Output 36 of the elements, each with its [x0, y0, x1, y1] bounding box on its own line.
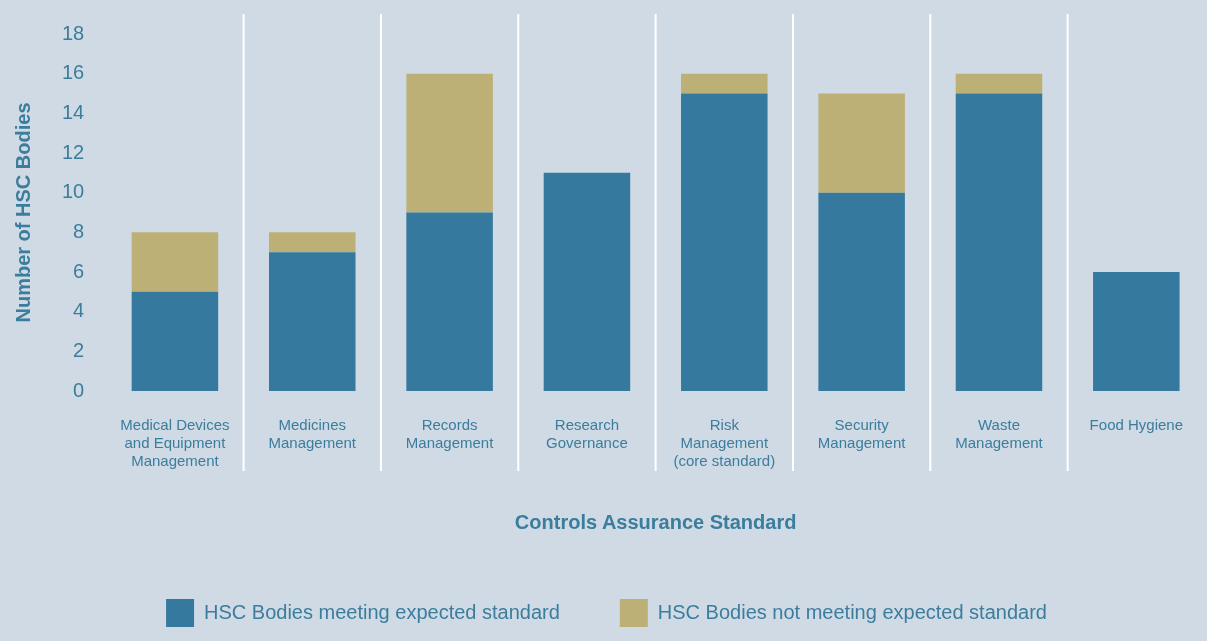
x-tick-label: Security Management	[817, 416, 907, 452]
x-tick-label: Records Management	[405, 416, 495, 452]
bar	[131, 291, 219, 391]
x-axis-title: Controls Assurance Standard	[514, 510, 797, 533]
y-axis-title: Number of HSC Bodies	[11, 102, 34, 323]
y-tick-label: 8	[73, 219, 85, 242]
bar	[1093, 272, 1180, 391]
bar	[131, 232, 219, 292]
bar	[681, 93, 768, 391]
bar	[269, 252, 356, 391]
bar	[818, 192, 905, 391]
x-tick-label: Medicines Management	[268, 416, 357, 452]
y-tick-label: 10	[62, 180, 85, 203]
bar	[955, 93, 1043, 391]
bar	[406, 212, 493, 391]
x-tick-label: Waste Management	[955, 416, 1044, 452]
y-tick-label: 18	[62, 21, 85, 44]
y-tick-label: 12	[62, 140, 85, 163]
y-tick-label: 16	[62, 61, 85, 84]
x-tick-label: Food Hygiene	[1089, 416, 1184, 434]
y-tick-label: 0	[73, 378, 85, 401]
x-tick-label: Risk Management (core standard)	[673, 416, 776, 470]
bar	[406, 73, 493, 213]
y-tick-label: 14	[62, 100, 85, 123]
bar	[269, 232, 356, 253]
bar	[681, 73, 768, 94]
y-tick-label: 6	[73, 259, 85, 282]
x-tick-label: Medical Devices and Equipment Management	[120, 416, 230, 470]
legend-label: HSC Bodies not meeting expected standard	[657, 600, 1047, 623]
bar	[818, 93, 905, 193]
legend-label: HSC Bodies meeting expected standard	[204, 600, 560, 623]
bar	[955, 73, 1043, 94]
y-tick-label: 2	[73, 338, 85, 361]
x-tick-label: Research Governance	[546, 416, 628, 452]
y-tick-label: 4	[73, 299, 85, 322]
bar	[543, 172, 631, 391]
